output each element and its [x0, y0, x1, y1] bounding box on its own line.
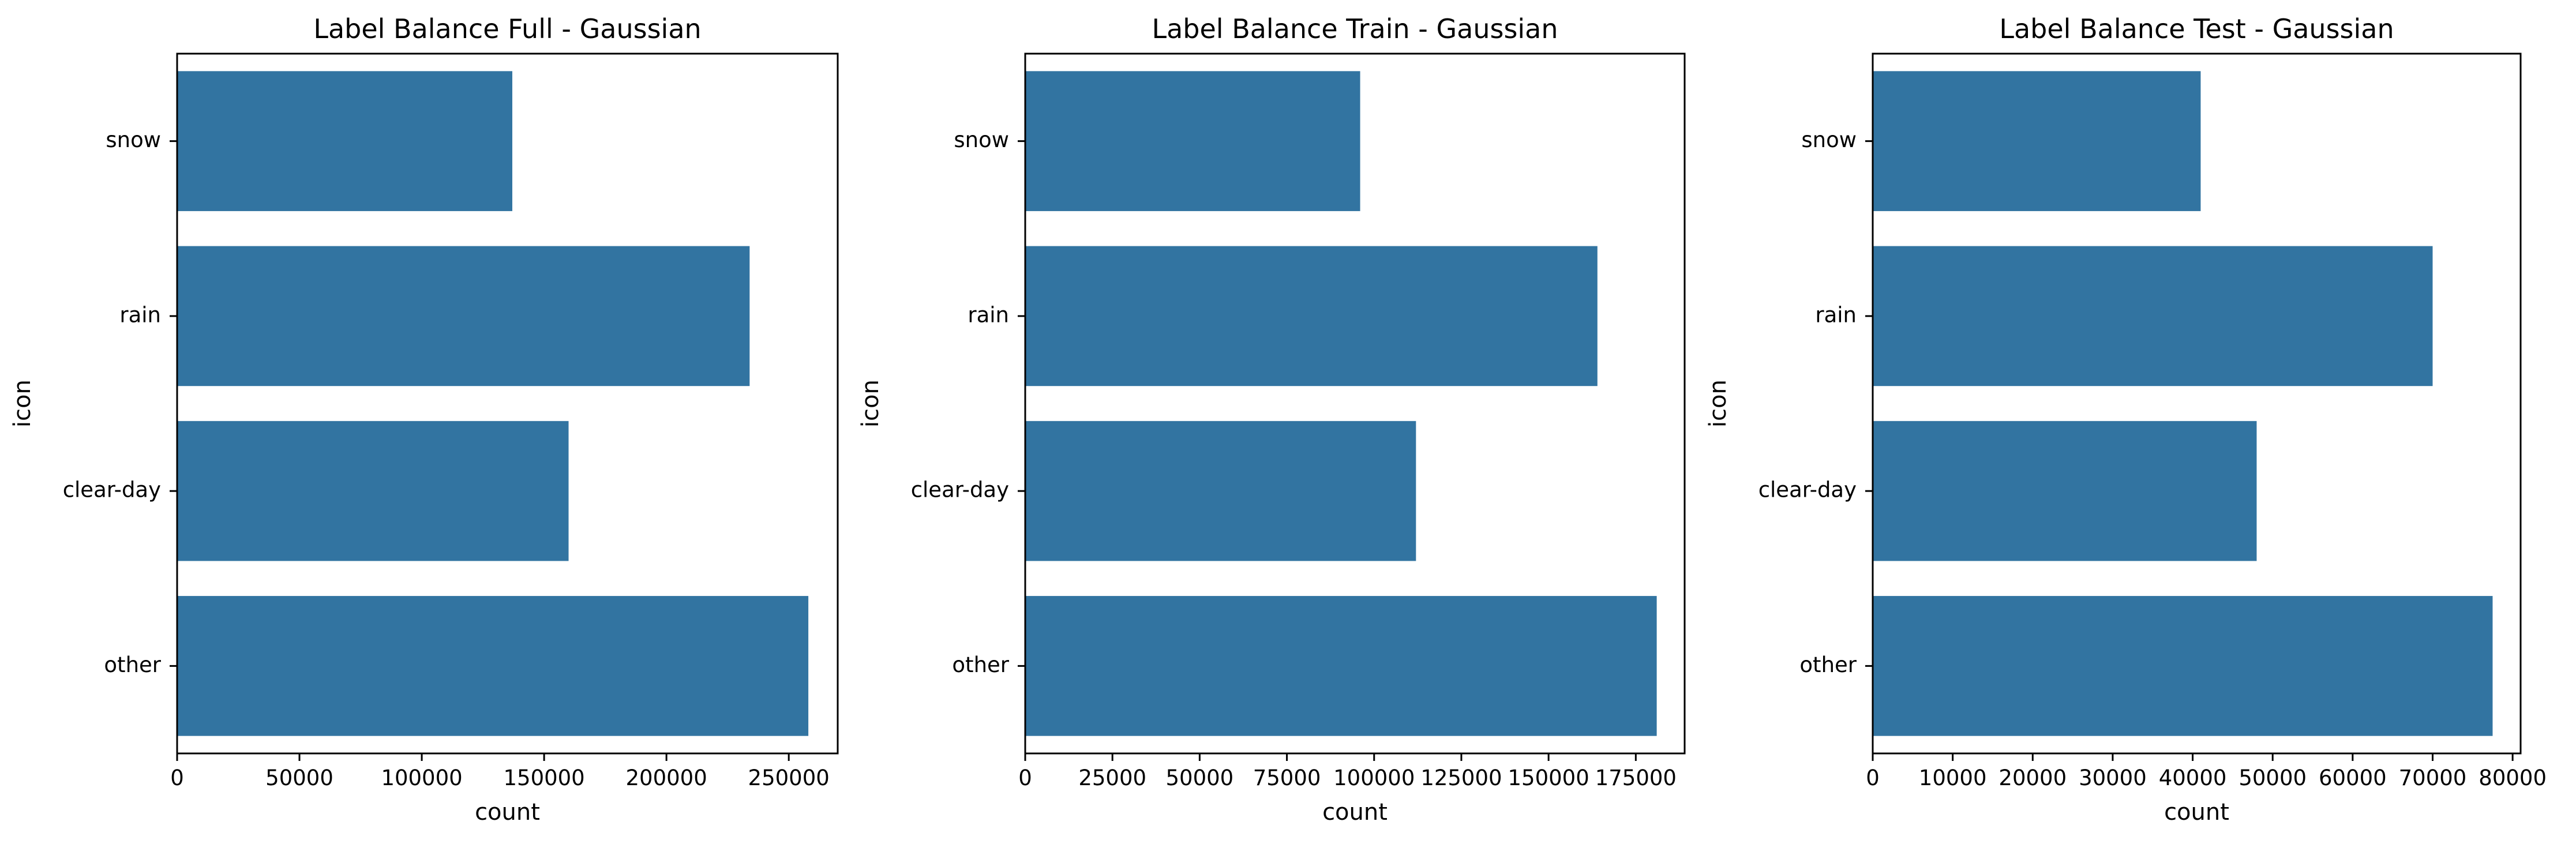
x-tick-label: 0 [1866, 766, 1880, 790]
y-tick-label-rain: rain [968, 302, 1009, 327]
plot-frame [1024, 52, 1686, 755]
y-axis-label: icon [9, 380, 36, 427]
plot-frame [176, 52, 839, 755]
x-tick-label: 125000 [1420, 766, 1502, 790]
y-tick-label-snow: snow [954, 127, 1009, 152]
x-tick-label: 10000 [1919, 766, 1987, 790]
bar-snow [1873, 71, 2201, 211]
x-tick-label: 40000 [2159, 766, 2227, 790]
x-axis-label: count [475, 799, 540, 826]
y-tick-label-rain: rain [119, 302, 161, 327]
bar-rain [177, 246, 750, 387]
chart-title: Label Balance Test - Gaussian [1999, 13, 2394, 44]
x-tick-label: 60000 [2319, 766, 2387, 790]
y-tick-label-clear-day: clear-day [1758, 478, 1857, 502]
y-tick-label-snow: snow [106, 127, 161, 152]
x-tick-label: 50000 [1166, 766, 1234, 790]
x-tick-label: 75000 [1253, 766, 1321, 790]
chart-panel-2: snow rain clear-day other 0 25000 50000 75000 10… [857, 13, 1686, 826]
bar-rain [1025, 246, 1598, 387]
y-tick-label-other: other [1799, 652, 1857, 677]
bar-rain [1873, 246, 2433, 387]
chart-title: Label Balance Full - Gaussian [313, 13, 701, 44]
y-tick-label-snow: snow [1801, 127, 1857, 152]
bar-snow [1025, 71, 1360, 211]
x-tick-label: 50000 [265, 766, 333, 790]
x-tick-label: 20000 [1998, 766, 2067, 790]
y-tick-label-other: other [952, 652, 1009, 677]
y-tick-label-other: other [104, 652, 161, 677]
y-axis-label: icon [857, 380, 884, 427]
x-tick-label: 30000 [2079, 766, 2147, 790]
x-tick-label: 100000 [381, 766, 462, 790]
x-tick-label: 0 [170, 766, 184, 790]
bar-clear-day [1873, 421, 2257, 561]
bar-other [177, 596, 809, 736]
chart-panel-1: snow rain clear-day other 0 50000 100000 150000… [9, 13, 839, 826]
x-tick-label: 200000 [626, 766, 707, 790]
bar-other [1025, 596, 1657, 736]
y-axis-label: icon [1705, 380, 1731, 427]
chart-title: Label Balance Train - Gaussian [1152, 13, 1558, 44]
x-tick-label: 0 [1018, 766, 1032, 790]
bar-other [1873, 596, 2493, 736]
x-tick-label: 150000 [1508, 766, 1589, 790]
x-tick-label: 150000 [503, 766, 584, 790]
x-axis-label: count [1322, 799, 1388, 826]
y-tick-label-clear-day: clear-day [63, 478, 161, 502]
bar-snow [177, 71, 512, 211]
bar-clear-day [1025, 421, 1416, 561]
x-axis-label: count [2164, 799, 2229, 826]
x-tick-label: 25000 [1078, 766, 1146, 790]
x-tick-label: 70000 [2399, 766, 2467, 790]
x-tick-label: 100000 [1333, 766, 1415, 790]
x-tick-label: 250000 [748, 766, 830, 790]
x-tick-label: 80000 [2478, 766, 2547, 790]
x-tick-label: 175000 [1595, 766, 1677, 790]
bar-clear-day [177, 421, 569, 561]
plot-frame [1872, 52, 2522, 755]
chart-panel-3: snow rain clear-day other 0 10000 20000 30000 40… [1705, 13, 2547, 826]
y-tick-label-rain: rain [1815, 302, 1857, 327]
y-tick-label-clear-day: clear-day [911, 478, 1009, 502]
x-tick-label: 50000 [2238, 766, 2307, 790]
